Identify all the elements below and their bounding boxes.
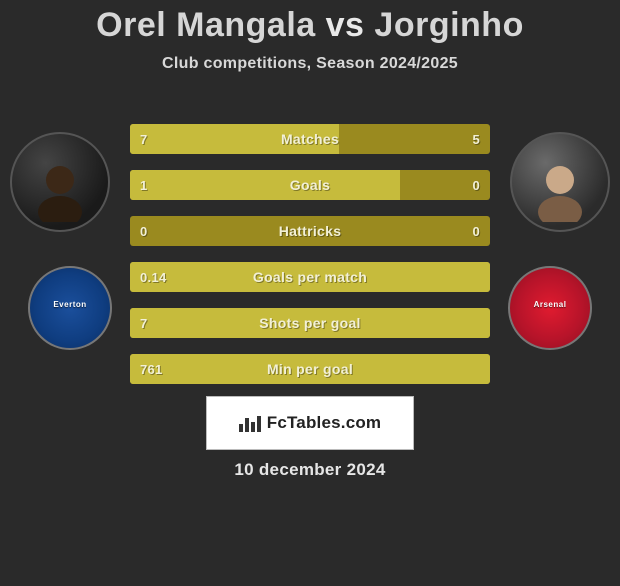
stat-label: Min per goal [130,354,490,384]
page-title: Orel Mangala vs Jorginho [0,6,620,45]
stat-right-value: 5 [472,124,480,154]
silhouette-icon [528,158,592,222]
watermark-badge: FcTables.com [206,396,414,450]
stat-label: Goals [130,170,490,200]
stat-row-shots-per-goal: 7 Shots per goal [130,308,490,338]
silhouette-icon [28,158,92,222]
player2-photo-icon [510,132,610,232]
watermark-text: FcTables.com [267,413,382,433]
bar-chart-icon [239,414,261,432]
stat-label: Hattricks [130,216,490,246]
club2-name: Arsenal [508,300,592,309]
title-player1: Orel Mangala [96,6,316,44]
club1-name: Everton [28,300,112,309]
stat-row-hattricks: 0 Hattricks 0 [130,216,490,246]
stat-right-value: 0 [472,170,480,200]
stat-label: Goals per match [130,262,490,292]
player1-photo-icon [10,132,110,232]
stat-label: Matches [130,124,490,154]
stat-label: Shots per goal [130,308,490,338]
stat-row-goals-per-match: 0.14 Goals per match [130,262,490,292]
stat-right-value: 0 [472,216,480,246]
subtitle: Club competitions, Season 2024/2025 [0,55,620,73]
date-text: 10 december 2024 [0,460,620,480]
stat-row-matches: 7 Matches 5 [130,124,490,154]
stat-row-goals: 1 Goals 0 [130,170,490,200]
stats-panel: 7 Matches 5 1 Goals 0 0 Hattricks 0 0.14… [130,124,490,400]
title-vs: vs [326,6,365,44]
stat-row-min-per-goal: 761 Min per goal [130,354,490,384]
title-player2: Jorginho [374,6,523,44]
